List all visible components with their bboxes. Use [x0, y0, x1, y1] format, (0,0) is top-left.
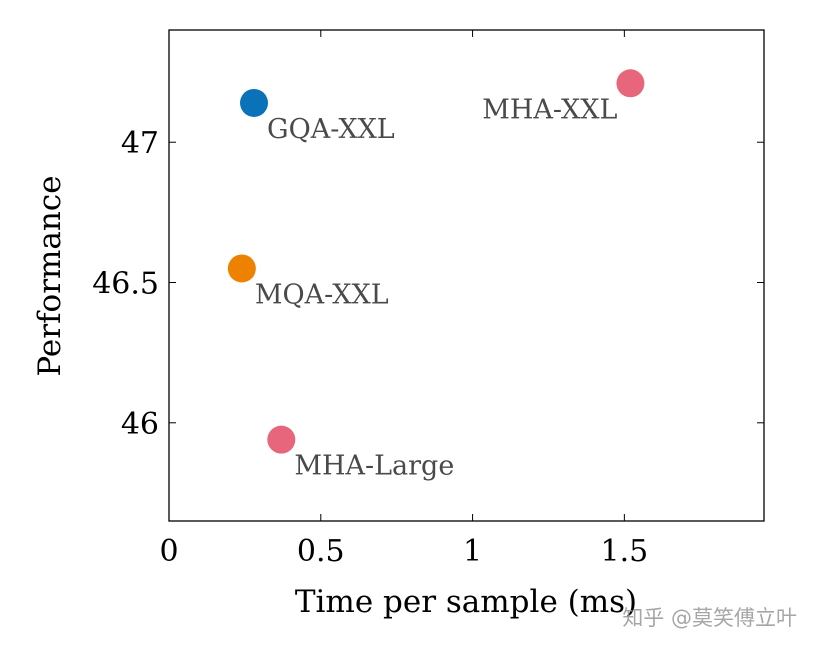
watermark: 知乎 @莫笑傅立叶 [622, 606, 797, 630]
x-tick-label: 0.5 [297, 534, 345, 569]
y-axis-label: Performance [32, 175, 68, 376]
y-tick-label: 47 [121, 126, 159, 161]
data-point [616, 69, 645, 98]
data-label: GQA-XXL [267, 114, 395, 145]
data-label: MQA-XXL [255, 279, 389, 310]
data-point [240, 88, 268, 117]
x-tick-label: 0 [159, 534, 178, 569]
x-axis-label: Time per sample (ms) [295, 584, 637, 620]
y-tick-label: 46 [121, 407, 159, 442]
data-point [227, 254, 256, 283]
x-tick-label: 1 [463, 534, 482, 569]
plot-frame [168, 29, 765, 522]
y-tick-label: 46.5 [92, 267, 159, 302]
data-label: MHA-XXL [482, 94, 617, 125]
data-label: MHA-Large [294, 451, 454, 482]
data-point [267, 425, 296, 454]
x-tick-label: 1.5 [600, 534, 648, 569]
